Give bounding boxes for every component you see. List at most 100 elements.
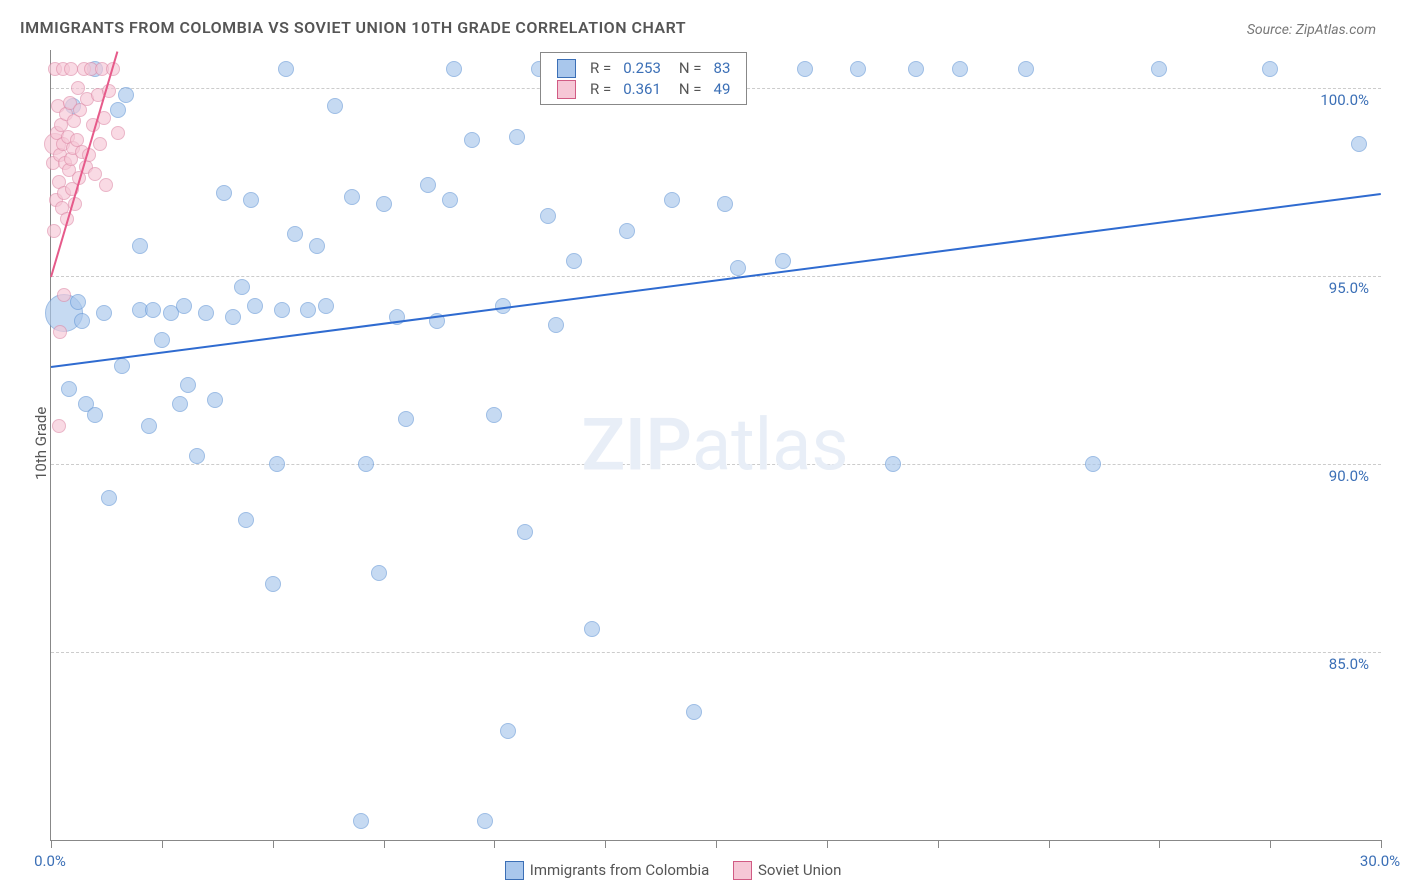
scatter-point	[114, 358, 130, 374]
scatter-point	[464, 132, 480, 148]
x-tick	[1270, 840, 1271, 848]
scatter-point	[47, 224, 61, 238]
scatter-point	[189, 448, 205, 464]
scatter-point	[141, 418, 157, 434]
scatter-point	[101, 490, 117, 506]
scatter-point	[1085, 456, 1101, 472]
scatter-point	[442, 192, 458, 208]
scatter-point	[952, 61, 968, 77]
x-tick	[1049, 840, 1050, 848]
scatter-point	[686, 704, 702, 720]
source-label: Source: ZipAtlas.com	[1247, 22, 1376, 38]
scatter-point	[172, 396, 188, 412]
scatter-point	[509, 129, 525, 145]
scatter-point	[420, 177, 436, 193]
scatter-point	[238, 512, 254, 528]
x-tick-label: 30.0%	[1360, 852, 1400, 870]
y-tick-label: 90.0%	[1329, 467, 1369, 485]
scatter-point	[269, 456, 285, 472]
scatter-point	[1351, 136, 1367, 152]
plot-area: 85.0% 90.0% 95.0% 100.0%	[50, 50, 1381, 841]
scatter-point	[344, 189, 360, 205]
scatter-point	[96, 305, 112, 321]
scatter-point	[154, 332, 170, 348]
x-tick	[162, 840, 163, 848]
legend-series: Immigrants from Colombia Soviet Union	[505, 860, 841, 880]
x-tick	[938, 840, 939, 848]
scatter-point	[540, 208, 556, 224]
scatter-point	[180, 377, 196, 393]
scatter-point	[52, 419, 66, 433]
scatter-point	[88, 167, 102, 181]
scatter-point	[775, 253, 791, 269]
scatter-point	[376, 196, 392, 212]
scatter-point	[274, 302, 290, 318]
scatter-point	[99, 178, 113, 192]
scatter-point	[371, 565, 387, 581]
scatter-point	[234, 279, 250, 295]
scatter-point	[850, 61, 866, 77]
scatter-point	[1151, 61, 1167, 77]
chart-title: IMMIGRANTS FROM COLOMBIA VS SOVIET UNION…	[20, 18, 686, 37]
scatter-point	[517, 524, 533, 540]
y-tick-label: 85.0%	[1329, 655, 1369, 673]
scatter-point	[176, 298, 192, 314]
scatter-point	[619, 223, 635, 239]
scatter-point	[300, 302, 316, 318]
scatter-point	[664, 192, 680, 208]
x-tick	[384, 840, 385, 848]
x-tick	[273, 840, 274, 848]
scatter-point	[885, 456, 901, 472]
y-tick-label: 100.0%	[1320, 91, 1369, 109]
x-tick	[827, 840, 828, 848]
x-tick	[605, 840, 606, 848]
scatter-point	[111, 126, 125, 140]
scatter-point	[278, 61, 294, 77]
scatter-point	[53, 325, 67, 339]
scatter-point	[87, 407, 103, 423]
y-tick-label: 95.0%	[1329, 279, 1369, 297]
scatter-point	[584, 621, 600, 637]
scatter-point	[398, 411, 414, 427]
x-tick	[494, 840, 495, 848]
x-tick-label: 0.0%	[34, 852, 66, 870]
scatter-point	[216, 185, 232, 201]
scatter-point	[1262, 61, 1278, 77]
scatter-point	[61, 381, 77, 397]
scatter-point	[908, 61, 924, 77]
scatter-point	[57, 288, 71, 302]
scatter-point	[225, 309, 241, 325]
scatter-point	[730, 260, 746, 276]
scatter-point	[287, 226, 303, 242]
scatter-point	[309, 238, 325, 254]
scatter-point	[70, 294, 86, 310]
scatter-point	[132, 238, 148, 254]
scatter-point	[318, 298, 334, 314]
scatter-point	[358, 456, 374, 472]
x-tick	[1381, 840, 1382, 848]
scatter-point	[566, 253, 582, 269]
gridline	[51, 464, 1381, 465]
scatter-point	[243, 192, 259, 208]
legend-stats: R =0.253N =83R =0.361N =49	[540, 52, 747, 105]
y-axis-label: 10th Grade	[32, 407, 50, 480]
scatter-point	[198, 305, 214, 321]
gridline	[51, 652, 1381, 653]
scatter-point	[717, 196, 733, 212]
scatter-point	[548, 317, 564, 333]
scatter-point	[207, 392, 223, 408]
x-tick	[1159, 840, 1160, 848]
scatter-point	[265, 576, 281, 592]
scatter-point	[1018, 61, 1034, 77]
scatter-point	[486, 407, 502, 423]
scatter-point	[327, 98, 343, 114]
scatter-point	[145, 302, 161, 318]
scatter-point	[797, 61, 813, 77]
scatter-point	[74, 313, 90, 329]
gridline	[51, 276, 1381, 277]
x-tick	[716, 840, 717, 848]
scatter-point	[500, 723, 516, 739]
scatter-point	[353, 813, 369, 829]
scatter-point	[477, 813, 493, 829]
scatter-point	[110, 102, 126, 118]
